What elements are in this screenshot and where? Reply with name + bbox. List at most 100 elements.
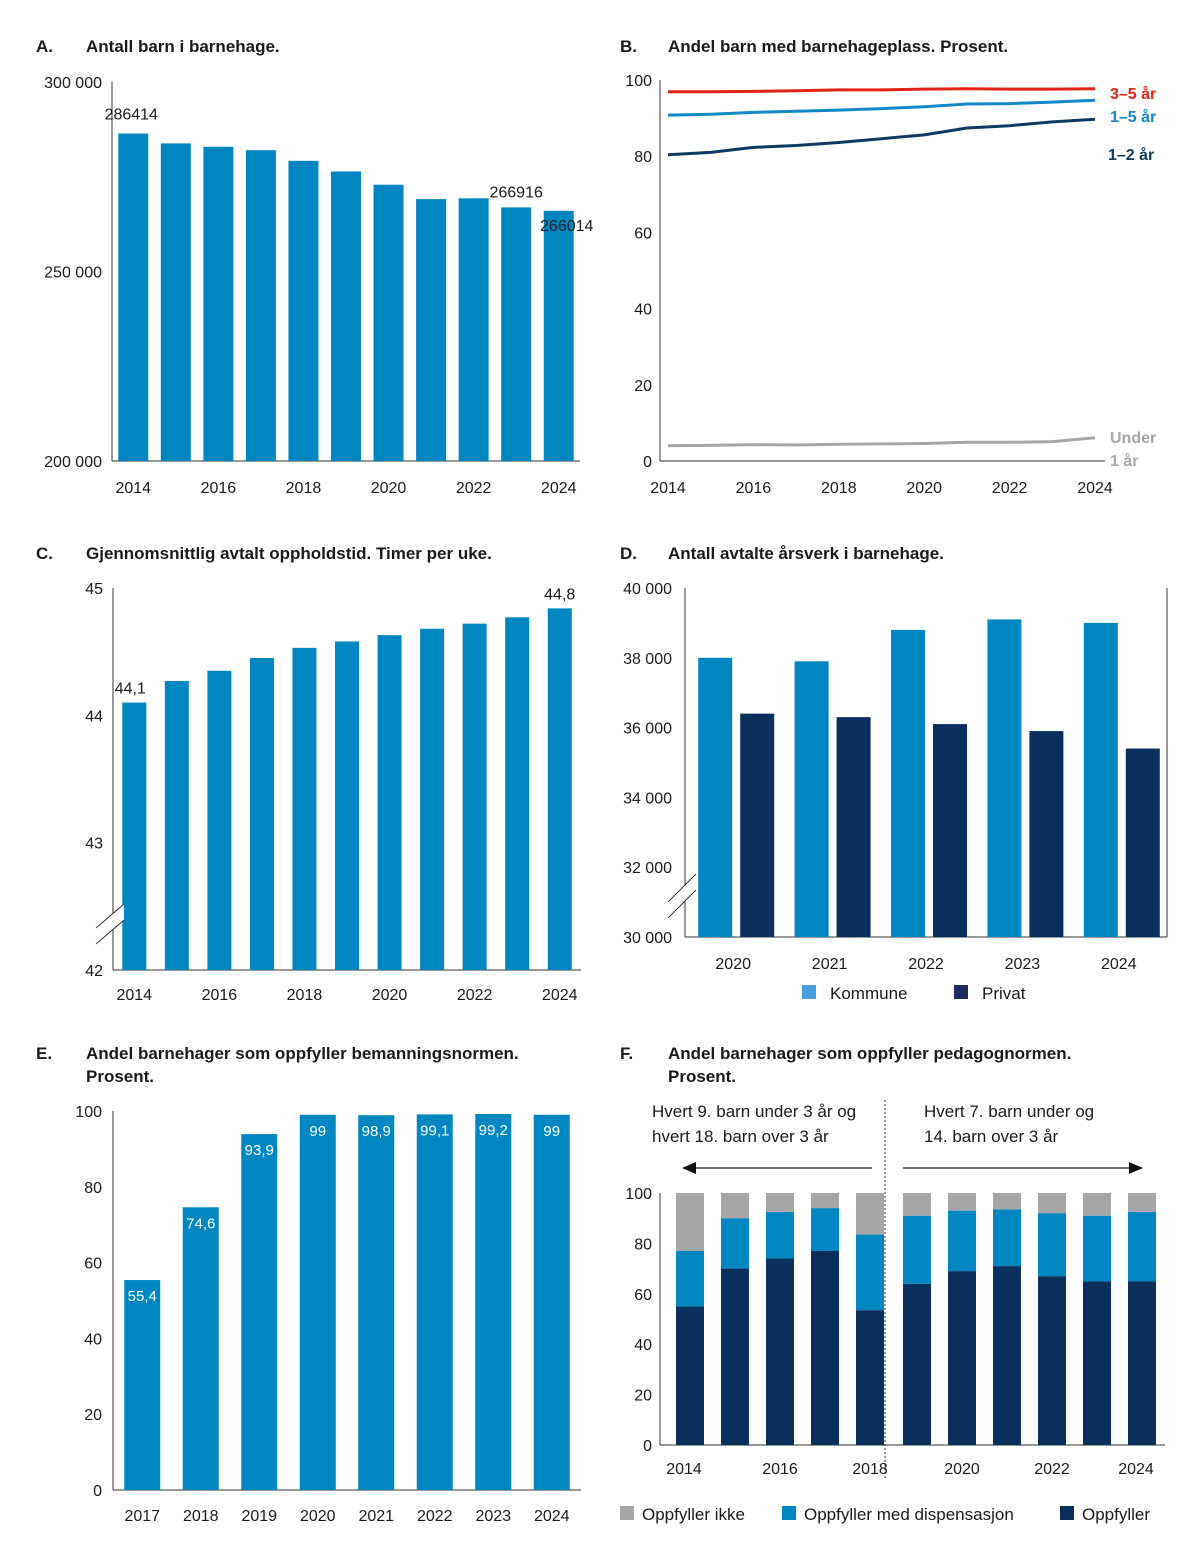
bar-segment-1-2022 — [1038, 1213, 1066, 1277]
bar-2018 — [292, 647, 317, 970]
y-tick-label: 20 — [634, 1388, 652, 1405]
x-tick-label: 2019 — [241, 1508, 277, 1525]
bar-2014 — [118, 133, 149, 461]
x-tick-label: 2016 — [201, 480, 237, 497]
y-tick-label: 100 — [75, 1104, 102, 1121]
y-tick-label: 45 — [85, 581, 103, 598]
bar-segment-0-2020 — [948, 1271, 976, 1445]
bar-segment-1-2014 — [676, 1250, 704, 1307]
panel-e-title-line-1: Andel barnehager som oppfyller bemanning… — [86, 1044, 519, 1063]
panel-c: C. Gjennomsnittlig avtalt oppholdstid. T… — [36, 544, 581, 1004]
bar-2014 — [122, 702, 147, 970]
y-tick-label: 200 000 — [44, 454, 102, 471]
x-tick-label: 2014 — [115, 480, 151, 497]
value-label: 74,6 — [186, 1215, 215, 1232]
bar-2016 — [203, 146, 234, 461]
bar-2022 — [416, 1114, 453, 1490]
bar-segment-1-2024 — [1128, 1211, 1156, 1282]
panel-b-letter: B. — [620, 37, 637, 56]
panel-b: B. Andel barn med barnehageplass. Prosen… — [620, 37, 1156, 497]
value-label: 99,2 — [479, 1122, 508, 1139]
bar-2023 — [505, 617, 530, 970]
bar-2019 — [241, 1134, 278, 1490]
bar-2021 — [358, 1115, 395, 1490]
value-label: 99 — [309, 1123, 326, 1140]
y-tick-label: 44 — [85, 708, 103, 725]
axis-break — [668, 874, 696, 918]
panel-a-letter: A. — [36, 37, 53, 56]
data-label: 44,8 — [544, 586, 575, 603]
bar-segment-0-2022 — [1038, 1276, 1066, 1445]
y-tick-label: 40 — [634, 302, 652, 319]
bar-segment-0-2018 — [856, 1310, 884, 1445]
bar-segment-0-2016 — [766, 1258, 794, 1445]
series-line-2 — [667, 117, 1096, 157]
y-tick-label: 60 — [634, 1287, 652, 1304]
axis-break-line — [95, 903, 125, 929]
bar-2018 — [182, 1207, 219, 1490]
x-tick-label: 2016 — [202, 987, 238, 1004]
x-tick-label: 2018 — [852, 1461, 888, 1478]
x-tick-label: 2024 — [534, 1508, 570, 1525]
bar-segment-2-2019 — [903, 1193, 931, 1216]
panel-e: E. Andel barnehager som oppfyller bemann… — [36, 1044, 581, 1525]
panel-d-title: Antall avtalte årsverk i barnehage. — [668, 544, 944, 563]
period-1-note-line-1: Hvert 9. barn under 3 år og — [652, 1102, 856, 1121]
x-tick-label: 2022 — [992, 480, 1028, 497]
x-tick-label: 2024 — [541, 480, 577, 497]
bar-segment-2-2024 — [1128, 1193, 1156, 1212]
x-tick-label: 2022 — [1034, 1461, 1070, 1478]
bar-2020 — [373, 184, 404, 462]
legend-swatch — [782, 1506, 796, 1520]
x-tick-label: 2024 — [1101, 956, 1137, 973]
bar-2019 — [331, 171, 361, 461]
bar-2017 — [124, 1280, 161, 1490]
bar-segment-1-2016 — [766, 1211, 794, 1259]
bar-segment-2-2021 — [993, 1193, 1021, 1210]
series-label: 1 år — [1110, 452, 1138, 470]
period-2-arrowhead — [1129, 1162, 1143, 1174]
bar-2020 — [299, 1114, 336, 1490]
bar-privat-2023 — [1029, 731, 1064, 937]
y-tick-label: 30 000 — [623, 930, 672, 947]
value-label: 93,9 — [245, 1142, 274, 1159]
panel-a: A. Antall barn i barnehage. 200 000 250 0… — [36, 37, 594, 497]
bar-2015 — [160, 143, 191, 461]
y-tick-label: 0 — [643, 454, 652, 471]
panel-e-letter: E. — [36, 1044, 52, 1063]
y-tick-label: 40 000 — [623, 581, 672, 598]
bar-2024 — [547, 608, 572, 970]
bar-segment-1-2020 — [948, 1210, 976, 1272]
y-tick-label: 250 000 — [44, 265, 102, 282]
period-1-note-line-2: hvert 18. barn over 3 år — [652, 1127, 829, 1146]
legend-label: Kommune — [830, 984, 907, 1003]
data-label: 266916 — [489, 184, 542, 201]
x-tick-label: 2020 — [371, 480, 407, 497]
bar-segment-2-2014 — [676, 1193, 704, 1251]
y-tick-label: 38 000 — [623, 651, 672, 668]
bar-segment-2-2018 — [856, 1193, 884, 1235]
period-1-arrowhead — [682, 1162, 696, 1174]
legend-swatch-privat — [954, 985, 968, 999]
y-tick-label: 42 — [85, 963, 103, 980]
panel-f: F. Andel barnehager som oppfyller pedago… — [620, 1044, 1165, 1524]
legend-swatch-kommune — [802, 985, 816, 999]
bar-2024 — [533, 1114, 570, 1490]
x-tick-label: 2023 — [475, 1508, 511, 1525]
bar-segment-2-2017 — [811, 1193, 839, 1209]
x-tick-label: 2018 — [821, 480, 857, 497]
bar-segment-0-2021 — [993, 1266, 1021, 1445]
legend-label: Privat — [982, 984, 1026, 1003]
x-tick-label: 2024 — [542, 987, 578, 1004]
bar-2017 — [249, 658, 274, 970]
y-tick-label: 60 — [634, 225, 652, 242]
x-tick-label: 2020 — [906, 480, 942, 497]
bar-segment-2-2020 — [948, 1193, 976, 1211]
legend-label: Oppfyller ikke — [642, 1505, 745, 1524]
bar-2023 — [501, 207, 532, 461]
y-tick-label: 43 — [85, 836, 103, 853]
legend-label: Oppfyller med dispensasjon — [804, 1505, 1014, 1524]
y-tick-label: 40 — [84, 1331, 102, 1348]
y-tick-label: 20 — [84, 1407, 102, 1424]
